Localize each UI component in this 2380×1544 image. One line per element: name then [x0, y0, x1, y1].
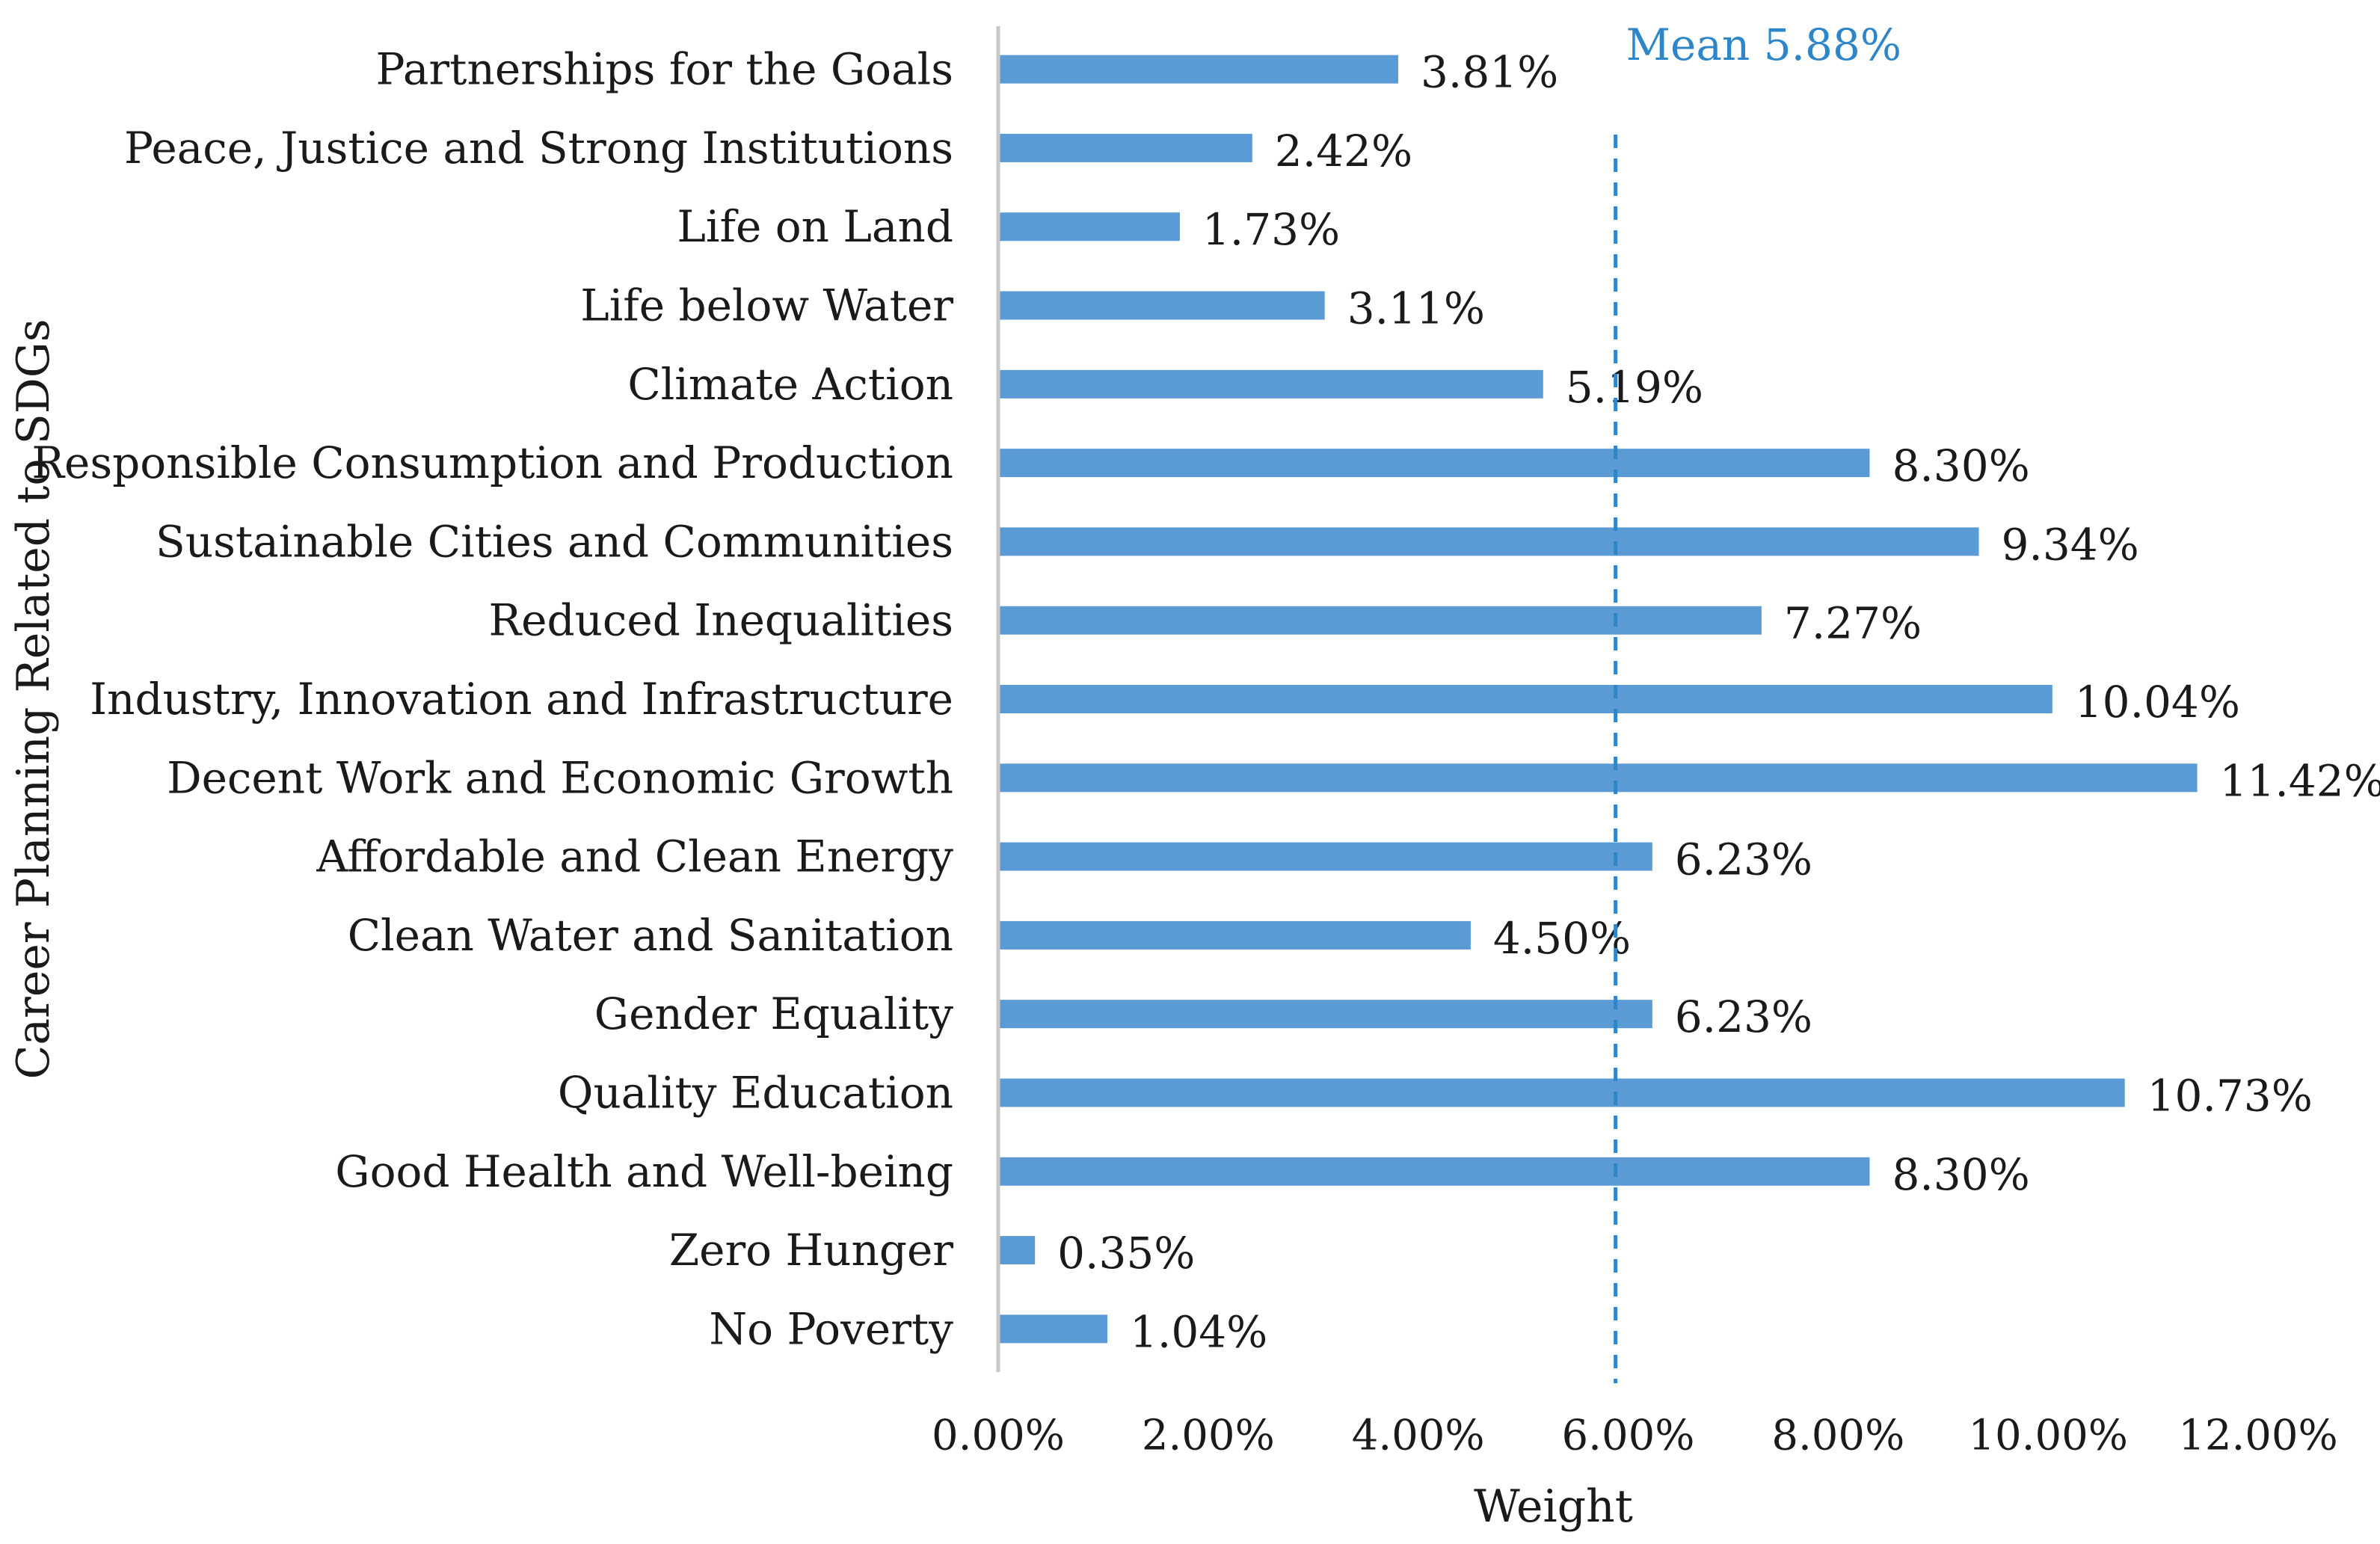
x-axis-title: Weight: [1474, 1480, 1633, 1533]
bar-0: [998, 1314, 1108, 1344]
x-tick-label-3: 6.00%: [1562, 1412, 1695, 1460]
value-label-12: 5.19%: [1566, 362, 1703, 413]
x-tick-label-5: 10.00%: [1968, 1412, 2128, 1460]
value-label-15: 2.42%: [1275, 126, 1412, 176]
bar-1: [998, 1236, 1036, 1265]
value-label-8: 10.04%: [2075, 677, 2240, 728]
x-tick-label-0: 0.00%: [932, 1412, 1065, 1460]
value-label-16: 3.81%: [1421, 47, 1558, 98]
bar-7: [998, 763, 2198, 793]
category-label-10: Sustainable Cities and Communities: [156, 516, 953, 567]
category-label-14: Life on Land: [677, 201, 953, 252]
value-label-7: 11.42%: [2220, 755, 2380, 806]
category-label-3: Quality Education: [558, 1067, 953, 1118]
category-label-7: Decent Work and Economic Growth: [167, 752, 953, 803]
value-label-4: 6.23%: [1675, 991, 1812, 1042]
category-label-15: Peace, Justice and Strong Institutions: [124, 123, 953, 173]
value-label-0: 1.04%: [1130, 1306, 1267, 1357]
category-label-11: Responsible Consumption and Production: [31, 437, 953, 488]
bar-5: [998, 920, 1471, 950]
value-label-14: 1.73%: [1202, 204, 1340, 255]
value-label-5: 4.50%: [1493, 913, 1631, 964]
bar-11: [998, 449, 1870, 478]
value-label-1: 0.35%: [1057, 1228, 1195, 1279]
value-label-6: 6.23%: [1675, 834, 1812, 885]
category-label-13: Life below Water: [580, 280, 953, 331]
bar-13: [998, 291, 1325, 320]
bar-3: [998, 1078, 2125, 1107]
category-label-4: Gender Equality: [594, 988, 953, 1039]
category-label-8: Industry, Innovation and Infrastructure: [90, 674, 953, 725]
category-label-0: No Poverty: [709, 1303, 953, 1354]
y-axis-title: Career Planning Related to SDGs: [7, 319, 60, 1079]
value-label-9: 7.27%: [1784, 598, 1922, 649]
value-label-11: 8.30%: [1892, 440, 2029, 491]
bar-14: [998, 212, 1180, 242]
category-label-2: Good Health and Well-being: [335, 1146, 953, 1197]
bar-4: [998, 1000, 1652, 1029]
mean-label: Mean 5.88%: [1626, 19, 1901, 70]
bar-2: [998, 1157, 1870, 1186]
bar-8: [998, 685, 2052, 713]
value-label-13: 3.11%: [1347, 283, 1485, 334]
x-tick-label-1: 2.00%: [1142, 1412, 1275, 1460]
x-tick-label-2: 4.00%: [1352, 1412, 1485, 1460]
category-label-9: Reduced Inequalities: [488, 595, 953, 646]
category-label-16: Partnerships for the Goals: [375, 44, 953, 95]
category-label-6: Affordable and Clean Energy: [316, 831, 953, 882]
bar-9: [998, 606, 1762, 635]
x-tick-labels-group: 0.00% 2.00% 4.00% 6.00% 8.00% 10.00% 12.00%: [932, 1412, 2338, 1460]
bar-6: [998, 842, 1652, 871]
value-label-10: 9.34%: [2001, 519, 2138, 570]
bar-12: [998, 369, 1543, 399]
category-label-1: Zero Hunger: [669, 1225, 953, 1276]
category-labels-group: No Poverty Zero Hunger Good Health and Wel…: [31, 44, 953, 1355]
category-label-5: Clean Water and Sanitation: [348, 910, 953, 961]
category-label-12: Climate Action: [627, 359, 953, 410]
value-label-3: 10.73%: [2147, 1070, 2313, 1121]
value-labels-group: 1.04% 0.35% 8.30% 10.73% 6.23% 4.50% 6.23% 11.4…: [1057, 47, 2380, 1358]
x-tick-label-6: 12.00%: [2178, 1412, 2338, 1460]
bar-10: [998, 527, 1979, 556]
x-tick-label-4: 8.00%: [1771, 1412, 1904, 1460]
value-label-2: 8.30%: [1892, 1149, 2029, 1200]
bar-15: [998, 133, 1252, 162]
bars-group: [998, 55, 2198, 1344]
bar-16: [998, 55, 1398, 84]
